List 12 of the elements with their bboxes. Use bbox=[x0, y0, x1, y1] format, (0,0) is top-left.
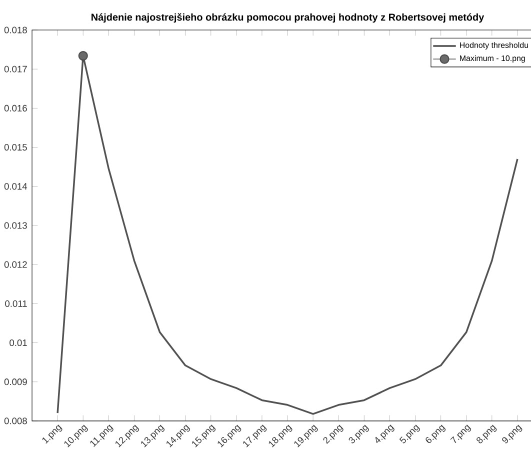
y-tick-label: 0.018 bbox=[4, 26, 27, 34]
y-tick-label: 0.011 bbox=[5, 300, 27, 307]
y-tick-label: 0.015 bbox=[4, 144, 27, 150]
y-tick-label: 0.012 bbox=[4, 261, 27, 268]
y-tick-label: 0.01 bbox=[10, 339, 27, 346]
y-tick-label: 0.017 bbox=[4, 66, 27, 72]
y-tick-label: 0.014 bbox=[4, 182, 28, 190]
y-tick-label: 0.008 bbox=[4, 418, 27, 424]
y-tick-label: 0.009 bbox=[4, 378, 27, 385]
chart-title: Nájdenie najostrejšieho obrázku pomocou prahovej hodnoty z Robertsovej metódy bbox=[92, 13, 484, 23]
y-tick-label: 0.016 bbox=[4, 104, 27, 112]
y-tick-label: 0.013 bbox=[4, 222, 27, 229]
